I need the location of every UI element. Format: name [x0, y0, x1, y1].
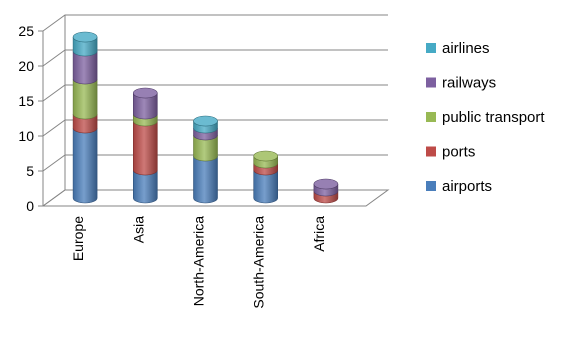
bar-top-north-america — [193, 115, 218, 127]
legend-swatch-ports — [426, 146, 436, 157]
bar-europe-airports — [72, 127, 98, 204]
gridline-0 — [42, 189, 388, 207]
legend-label-ports: ports — [442, 144, 475, 161]
legend-swatch-airports — [426, 181, 436, 191]
bar-north-america-airports — [193, 155, 218, 204]
y-tick-label-2: 10 — [18, 128, 34, 144]
bar-top-south-america — [253, 150, 279, 162]
legend-label-airports: airports — [442, 178, 492, 195]
bar-top-europe — [72, 31, 98, 43]
x-tick-label-1: Asia — [130, 216, 146, 243]
y-tick-label-3: 15 — [18, 93, 34, 109]
gridline-15 — [42, 84, 388, 102]
gridline-25 — [42, 14, 388, 32]
gridline-10 — [42, 119, 388, 137]
gridline-20 — [42, 49, 388, 67]
x-tick-label-3: South-America — [251, 216, 267, 309]
x-tick-label-4: Africa — [311, 216, 327, 252]
x-tick-label-0: Europe — [70, 216, 86, 261]
legend-swatch-public-transport — [426, 112, 436, 122]
legend-label-public-transport: public transport — [442, 109, 545, 126]
y-tick-label-1: 5 — [26, 163, 34, 179]
back-wall — [64, 15, 388, 191]
bar-top-africa — [313, 178, 339, 190]
legend-swatch-railways — [426, 77, 436, 88]
bar-asia-ports — [133, 120, 158, 176]
x-tick-label-2: North-America — [191, 216, 207, 306]
y-tick-label-5: 25 — [18, 23, 34, 39]
bar-europe-public-transport — [72, 78, 98, 120]
legend-label-airlines: airlines — [442, 40, 490, 57]
bar-top-asia — [133, 87, 158, 99]
legend-label-railways: railways — [442, 75, 496, 92]
y-tick-label-4: 20 — [18, 58, 34, 74]
y-tick-label-0: 0 — [26, 198, 34, 214]
legend-swatch-airlines — [426, 43, 436, 53]
gridline-5 — [42, 154, 388, 172]
